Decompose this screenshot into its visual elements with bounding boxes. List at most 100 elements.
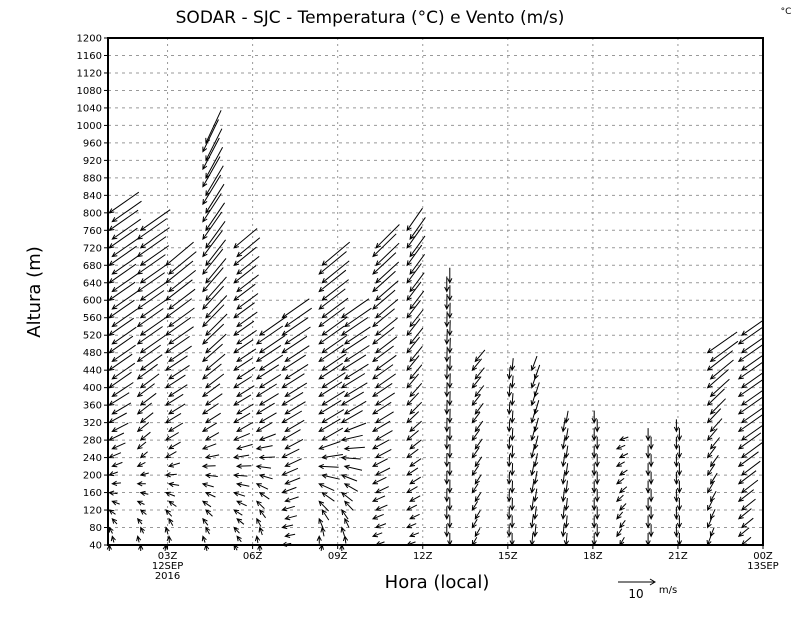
wind-vector [509,533,515,547]
wind-vector [202,174,222,206]
wind-vector [591,498,597,512]
wind-vector [591,463,597,477]
wind-vector [281,410,303,424]
wind-vector [618,469,628,476]
y-tick-label: 1120 [77,68,102,79]
wind-vector [340,491,353,502]
wind-vector [165,412,182,424]
wind-vector [342,535,349,544]
corner-unit-label: °C [781,7,792,17]
wind-vector [340,434,363,442]
y-tick-label: 160 [83,488,102,499]
wind-vector [409,439,422,450]
wind-vector [281,373,305,389]
wind-vector [108,191,140,214]
wind-vector [255,383,277,398]
wind-vector [321,509,330,521]
wind-vector [710,509,716,520]
wind-vector [444,346,450,363]
wind-vector [594,454,600,468]
wind-vector [168,270,197,293]
x-tick-label: 12Z [413,551,433,562]
wind-vector [139,281,168,301]
wind-vector [136,517,143,525]
wind-vector [740,441,763,459]
plot-frame [107,37,764,546]
wind-vector [444,276,450,293]
wind-vector [236,403,254,415]
wind-vector [372,270,396,293]
wind-vector [111,461,123,468]
wind-vector [591,480,597,494]
wind-vector [406,373,419,389]
wind-vector [110,535,116,543]
wind-vector [204,373,225,389]
wind-vector [204,412,221,424]
wind-vector [321,297,349,319]
wind-vector [340,410,363,424]
wind-vector [111,344,136,363]
wind-vector [619,536,625,547]
wind-vector [371,420,391,433]
wind-vector [166,535,172,543]
wind-vector [284,419,305,432]
wind-vector [706,408,722,424]
wind-vector [136,218,168,240]
wind-vector [233,228,258,249]
wind-vector [444,364,450,381]
wind-vector [139,431,151,441]
wind-vector [447,426,453,442]
wind-vector [202,156,221,188]
wind-vector [709,455,719,468]
wind-vector [202,343,223,363]
wind-vector [676,498,683,512]
y-tick-label: 1080 [77,86,102,97]
wind-vector [205,258,227,284]
wind-vector [165,509,173,517]
wind-vector [136,363,158,380]
wind-vector [340,455,361,461]
wind-vector [740,354,764,371]
wind-vector [284,532,296,538]
wind-vector [676,480,683,494]
wind-vector [740,372,764,389]
wind-vector [530,408,537,424]
wind-vector [615,461,625,467]
wind-vector [108,412,127,424]
wind-vector [471,429,480,442]
wind-profile [471,349,486,546]
wind-profile [254,315,288,551]
wind-vector [165,260,194,284]
wind-vector [108,509,116,515]
wind-vector [374,504,388,511]
wind-vector [165,279,193,301]
wind-vector [318,441,341,450]
wind-vector [284,438,304,450]
wind-vector [447,408,453,424]
wind-vector [165,393,184,406]
wind-vector [509,358,516,372]
wind-vector [444,488,450,503]
wind-vector [204,432,220,441]
wind-vector [709,340,739,363]
wind-vector [139,263,169,284]
wind-vector [281,317,309,336]
wind-vector [706,369,729,389]
wind-vector [318,517,324,529]
wind-vector [108,227,138,249]
wind-profile [591,410,600,547]
wind-vector [201,463,216,469]
wind-vector [255,421,273,432]
wind-profile [560,410,570,547]
wind-vector [706,536,712,547]
wind-vector [136,535,142,543]
wind-vector [136,326,163,345]
y-axis: 40 80 120 160 200 240 280 320 360 400 440 480 520 560… [77,34,108,552]
wind-vector [673,454,680,468]
wind-vector [165,298,192,319]
wind-vector [136,290,165,310]
wind-vector [202,248,224,275]
wind-vector [201,535,207,543]
wind-vector [371,532,383,538]
wind-vector [506,419,513,433]
